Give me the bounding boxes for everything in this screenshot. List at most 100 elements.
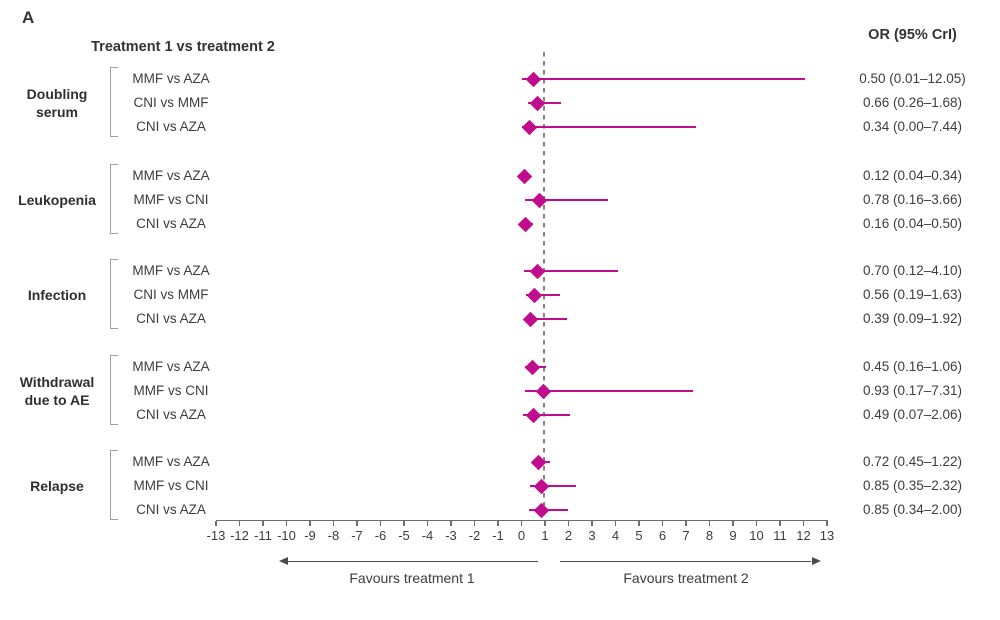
- ci-line: [521, 126, 697, 128]
- ci-line: [523, 414, 570, 416]
- x-axis-tick-label: 13: [819, 528, 835, 543]
- or-ci-value: 0.16 (0.04–0.50): [862, 216, 963, 231]
- x-axis-tick-label: 2: [564, 528, 573, 543]
- x-axis-tick: [591, 521, 593, 526]
- reference-line: [543, 52, 545, 518]
- outcome-group-label: Withdrawal due to AE: [4, 373, 110, 409]
- x-axis-tick-label: 12: [796, 528, 811, 543]
- ci-line: [525, 390, 694, 392]
- comparison-column-title: Treatment 1 vs treatment 2: [91, 39, 275, 55]
- or-ci-value: 0.78 (0.16–3.66): [862, 192, 963, 207]
- x-axis-tick-label: -1: [492, 528, 504, 543]
- comparison-label: CNI vs MMF: [133, 287, 209, 302]
- outcome-group-label-line: Doubling: [26, 86, 88, 102]
- outcome-group-label-line: Leukopenia: [18, 192, 96, 208]
- x-axis-tick: [262, 521, 264, 526]
- x-axis-tick-label: 9: [729, 528, 737, 543]
- x-axis-tick: [520, 521, 523, 526]
- comparison-label: CNI vs AZA: [136, 311, 206, 326]
- or-ci-value: 0.12 (0.04–0.34): [862, 168, 963, 183]
- ci-line: [525, 199, 608, 201]
- x-axis-tick-label: -11: [254, 528, 272, 543]
- x-axis-tick-label: -13: [206, 528, 226, 543]
- group-bracket: [110, 164, 118, 234]
- or-point-diamond: [522, 311, 539, 327]
- or-ci-value: 0.85 (0.34–2.00): [862, 502, 963, 517]
- x-axis-tick-label: 3: [588, 528, 596, 543]
- x-axis-tick-label: -12: [230, 528, 249, 543]
- panel-label: A: [22, 8, 35, 27]
- or-ci-value: 0.50 (0.01–12.05): [859, 71, 966, 86]
- x-axis-tick: [215, 521, 217, 526]
- or-ci-value: 0.72 (0.45–1.22): [862, 454, 963, 469]
- comparison-label: MMF vs CNI: [133, 383, 209, 398]
- x-axis-tick-label: 4: [611, 528, 620, 543]
- outcome-group-label-line: Relapse: [30, 478, 84, 494]
- comparison-label: MMF vs AZA: [132, 71, 210, 86]
- favours-left-arrow: [287, 561, 538, 563]
- x-axis-tick-label: 5: [635, 528, 643, 543]
- comparison-label: MMF vs AZA: [132, 359, 210, 374]
- outcome-group-label-line: due to AE: [24, 392, 90, 408]
- ci-line: [521, 78, 805, 80]
- ci-line: [525, 294, 560, 296]
- or-point-diamond: [521, 119, 538, 135]
- or-ci-value: 0.45 (0.16–1.06): [862, 359, 963, 374]
- or-point-diamond: [532, 192, 548, 208]
- ci-line: [529, 485, 576, 487]
- x-axis-tick: [779, 521, 781, 526]
- favours-treatment-1-label: Favours treatment 1: [349, 570, 475, 586]
- x-axis-tick-label: 8: [705, 528, 714, 543]
- outcome-group-label: Doubling serum: [4, 85, 110, 121]
- or-point-diamond: [517, 216, 534, 232]
- x-axis-tick-label: 1: [541, 528, 549, 543]
- or-point-diamond: [533, 502, 550, 518]
- group-bracket: [110, 259, 118, 329]
- or-ci-value: 0.70 (0.12–4.10): [862, 263, 963, 278]
- x-axis-tick: [567, 521, 570, 526]
- or-point-diamond: [533, 478, 550, 494]
- x-axis-tick-label: 7: [682, 528, 690, 543]
- x-axis-tick-label: 6: [658, 528, 667, 543]
- outcome-group-label: Leukopenia: [4, 191, 110, 209]
- ci-line: [524, 270, 618, 272]
- x-axis-tick: [826, 521, 828, 526]
- x-axis-line: [216, 520, 828, 522]
- x-axis-tick: [379, 521, 382, 526]
- x-axis-tick: [309, 521, 311, 526]
- x-axis-tick: [426, 521, 429, 526]
- or-point-diamond: [525, 407, 541, 423]
- or-ci-value: 0.66 (0.26–1.68): [862, 95, 963, 110]
- comparison-label: CNI vs AZA: [136, 407, 206, 422]
- x-axis-tick-label: 0: [517, 528, 526, 543]
- or-ci-value: 0.85 (0.35–2.32): [862, 478, 963, 493]
- outcome-group-label: Infection: [4, 286, 110, 304]
- favours-right-arrowhead-icon: [812, 557, 821, 565]
- or-column-title: OR (95% CrI): [868, 27, 957, 43]
- x-axis-tick: [238, 521, 241, 526]
- or-ci-value: 0.34 (0.00–7.44): [862, 119, 963, 134]
- favours-left-arrowhead-icon: [279, 557, 288, 565]
- x-axis-tick-label: -6: [374, 528, 387, 543]
- x-axis-tick: [403, 521, 405, 526]
- x-axis-tick: [732, 521, 734, 526]
- x-axis-tick: [356, 521, 358, 526]
- comparison-label: CNI vs MMF: [133, 95, 209, 110]
- x-axis-tick: [544, 521, 546, 526]
- ci-line: [523, 318, 567, 320]
- comparison-label: CNI vs AZA: [136, 502, 206, 517]
- or-point-diamond: [525, 71, 542, 87]
- comparison-label: MMF vs AZA: [132, 168, 210, 183]
- x-axis-tick-label: -8: [327, 528, 340, 543]
- or-point-diamond: [524, 359, 540, 375]
- x-axis-tick: [285, 521, 288, 526]
- group-bracket: [110, 450, 118, 520]
- x-axis-tick-label: -3: [445, 528, 457, 543]
- x-axis-tick: [802, 521, 805, 526]
- or-point-diamond: [535, 383, 552, 399]
- x-axis-tick-label: -4: [421, 528, 434, 543]
- outcome-group-label: Relapse: [4, 477, 110, 495]
- x-axis-tick: [614, 521, 617, 526]
- group-bracket: [110, 355, 118, 425]
